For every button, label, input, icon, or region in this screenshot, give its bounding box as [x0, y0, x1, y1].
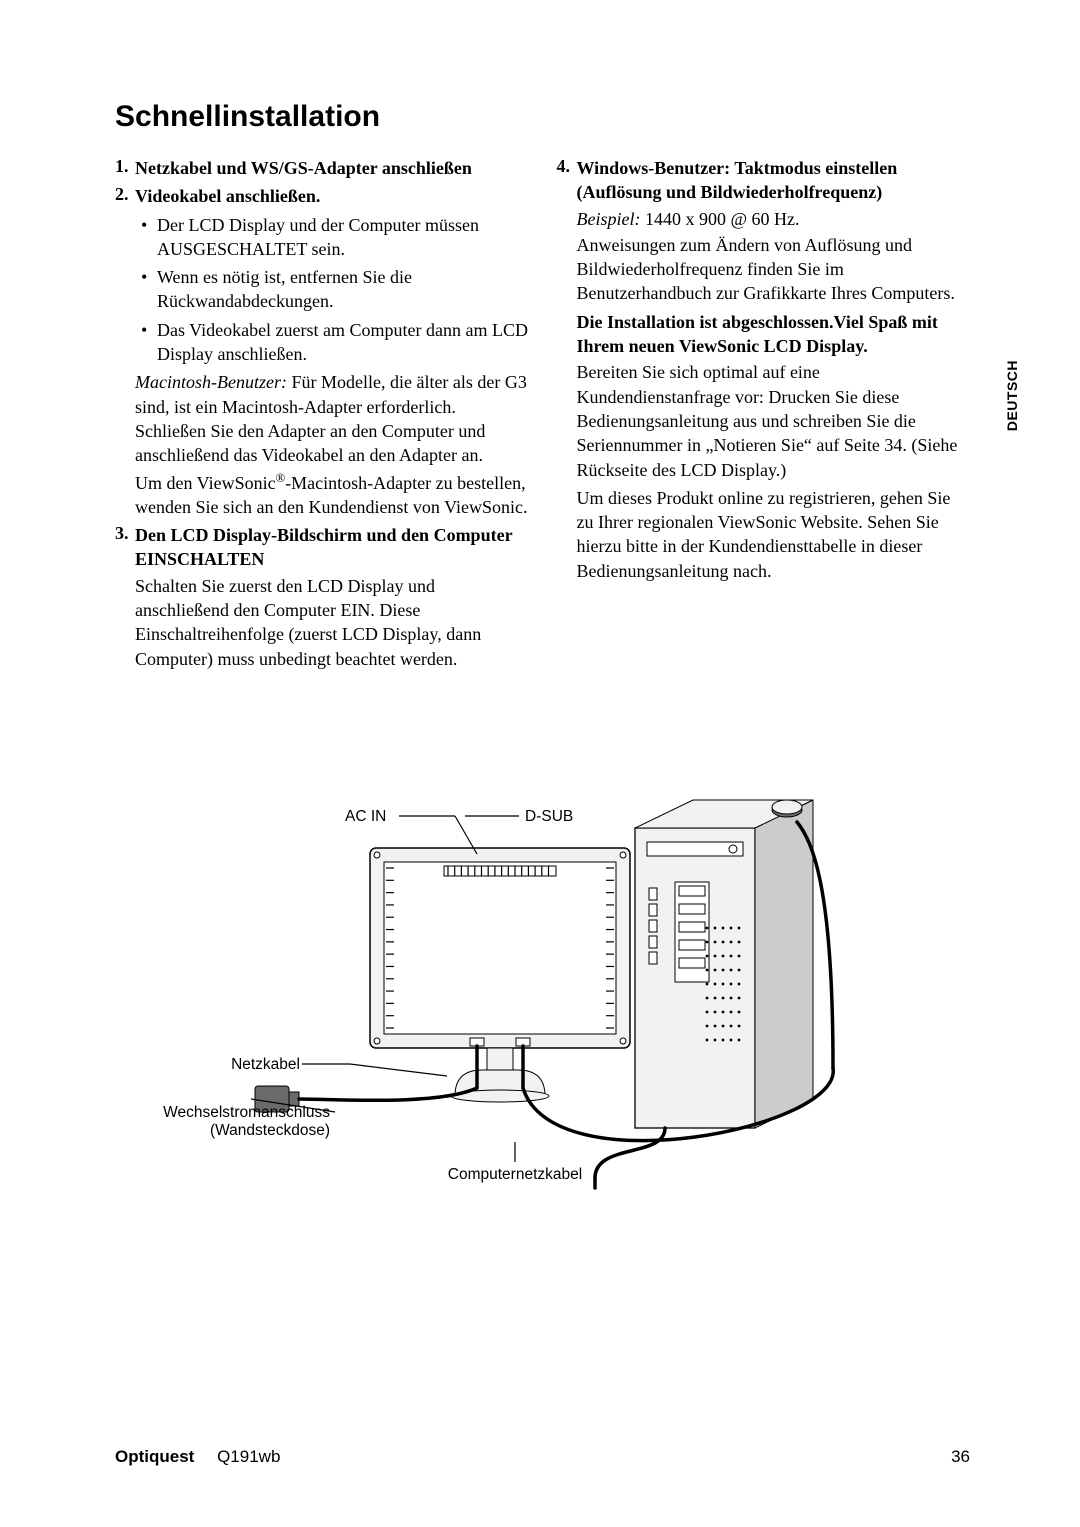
step-4: Windows-Benutzer: Taktmodus einstellen (… — [557, 156, 971, 583]
registered-mark: ® — [276, 471, 286, 485]
done-p1: Bereiten Sie sich optimal auf eine Kunde… — [577, 360, 971, 481]
content-columns: Netzkabel und WS/GS-Adapter anschließen … — [115, 156, 970, 675]
steps-left: Netzkabel und WS/GS-Adapter anschließen … — [115, 156, 529, 671]
label-ac-in: AC IN — [345, 808, 386, 827]
footer-brand: Optiquest — [115, 1447, 194, 1466]
label-d-sub: D-SUB — [525, 808, 573, 827]
mac-order-paragraph: Um den ViewSonic®-Macintosh-Adapter zu b… — [135, 470, 529, 520]
step-4-head: Windows-Benutzer: Taktmodus einstellen (… — [577, 156, 971, 205]
steps-right: Windows-Benutzer: Taktmodus einstellen (… — [557, 156, 971, 583]
step-1: Netzkabel und WS/GS-Adapter anschließen — [115, 156, 529, 180]
step-2: Videokabel anschließen. Der LCD Display … — [115, 184, 529, 519]
mac-label: Macintosh-Benutzer: — [135, 372, 287, 392]
label-ac-outlet-2: (Wandsteckdose) — [40, 1122, 330, 1141]
step-1-head: Netzkabel und WS/GS-Adapter anschließen — [135, 156, 529, 180]
footer-page: 36 — [951, 1447, 970, 1467]
step-2-head: Videokabel anschließen. — [135, 184, 529, 208]
step-4-p1: Anweisungen zum Ändern von Auflösung und… — [577, 233, 971, 306]
mac-paragraph: Macintosh-Benutzer: Für Modelle, die ält… — [135, 370, 529, 467]
label-pc-cable: Computernetzkabel — [435, 1166, 595, 1185]
left-column: Netzkabel und WS/GS-Adapter anschließen … — [115, 156, 529, 675]
example-value: 1440 x 900 @ 60 Hz. — [640, 209, 799, 229]
footer-model: Q191wb — [217, 1447, 280, 1466]
step-2-bullet-2: Wenn es nötig ist, entfernen Sie die Rüc… — [135, 265, 529, 314]
right-column: Windows-Benutzer: Taktmodus einstellen (… — [557, 156, 971, 675]
step-3-head: Den LCD Display-Bildschirm und den Compu… — [135, 523, 529, 572]
label-ac-outlet-1: Wechselstromanschluss — [40, 1104, 330, 1123]
step-2-bullet-1: Der LCD Display und der Computer müssen … — [135, 213, 529, 262]
page-title: Schnellinstallation — [115, 100, 970, 134]
example-label: Beispiel: — [577, 209, 641, 229]
page-footer: Optiquest Q191wb 36 — [115, 1447, 970, 1467]
step-3-body: Schalten Sie zuerst den LCD Display und … — [135, 574, 529, 671]
label-netzkabel: Netzkabel — [170, 1056, 300, 1075]
example-line: Beispiel: 1440 x 900 @ 60 Hz. — [577, 207, 971, 231]
step-3: Den LCD Display-Bildschirm und den Compu… — [115, 523, 529, 671]
step-2-bullets: Der LCD Display und der Computer müssen … — [135, 213, 529, 367]
footer-left: Optiquest Q191wb — [115, 1447, 280, 1467]
step-2-bullet-3: Das Videokabel zuerst am Computer dann a… — [135, 318, 529, 367]
language-tab: DEUTSCH — [1004, 360, 1020, 431]
done-p2: Um dieses Produkt online zu registrieren… — [577, 486, 971, 583]
done-head: Die Installation ist abgeschlossen.Viel … — [577, 310, 971, 359]
mac-order-a: Um den ViewSonic — [135, 473, 276, 493]
connection-diagram: AC IN D-SUB Netzkabel Wechselstromanschl… — [115, 788, 895, 1228]
diagram-svg — [115, 788, 895, 1228]
